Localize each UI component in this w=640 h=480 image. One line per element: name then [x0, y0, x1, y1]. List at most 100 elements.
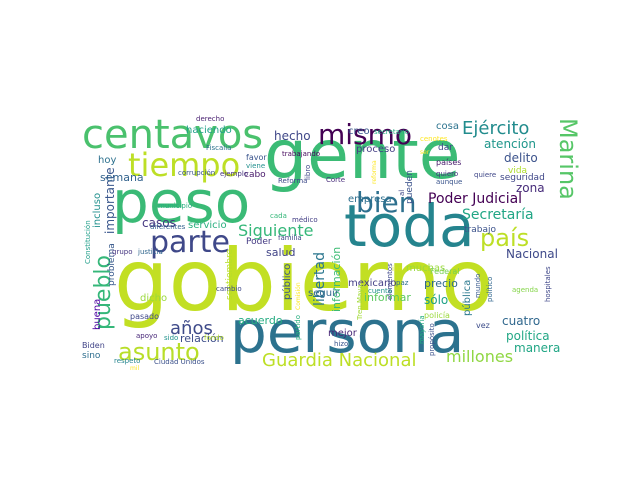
word-proposito: propósito: [428, 323, 436, 356]
word-sino: sino: [82, 351, 101, 361]
word-al: al: [398, 190, 406, 196]
word-gobierno: gobierno: [114, 231, 494, 331]
word-servicio: servicio: [188, 220, 227, 231]
word-gente: gente: [264, 116, 461, 195]
word-semana: semana: [100, 171, 144, 184]
word-empresa: empresa: [348, 194, 392, 205]
word-tren-maya: Tren Maya: [356, 284, 364, 321]
word-importante: importante: [103, 167, 117, 234]
word-secretario: secretario: [374, 128, 409, 136]
word-septiembre: septiembre: [225, 249, 235, 300]
word-constitucion: Constitución: [84, 220, 92, 264]
word-medico: médico: [292, 216, 318, 224]
word-vida: vida: [508, 166, 527, 176]
word-guardia-nacional: Guardia Nacional: [262, 350, 417, 371]
word-solo: sólo: [424, 293, 448, 307]
word-corte: Corte: [326, 176, 345, 184]
word-anos: años: [170, 318, 213, 339]
word-fiscalia: Fiscalía: [206, 144, 231, 152]
word-hecho: hecho: [274, 129, 311, 143]
word-cambio: cambio: [216, 285, 242, 293]
word-siguiente: Siguiente: [238, 221, 313, 240]
word-salud: salud: [266, 246, 295, 259]
word-creo: creo: [348, 126, 370, 137]
word-acuerdo: acuerdo: [238, 314, 283, 327]
word-justicia: justicia: [137, 248, 163, 256]
word-grupo: grupo: [112, 248, 132, 256]
word-asunto: asunto: [118, 338, 200, 366]
word-poder: Poder: [246, 237, 272, 247]
word-cabo: cabo: [244, 170, 266, 180]
word-sido: sido: [164, 334, 178, 342]
word-secretaria: Secretaría: [462, 207, 534, 223]
word-corrupcion: corrupción: [178, 169, 215, 177]
word-casos: casos: [142, 216, 176, 230]
word-problema: problema: [107, 243, 117, 286]
word-ciudad-unidos: Ciudad Unidos: [154, 358, 205, 366]
word-publica: pública: [461, 280, 473, 316]
word-policia: policía: [424, 311, 450, 320]
word-mil: mil: [130, 365, 140, 372]
word-pasado: pasado: [130, 312, 159, 321]
word-relacion: relación: [180, 332, 224, 345]
word-proceso: proceso: [356, 144, 395, 155]
word-persona: persona: [230, 298, 464, 366]
word-politica: política: [506, 329, 550, 343]
word-familia: familia: [278, 234, 302, 242]
word-derecho: derecho: [196, 115, 224, 123]
word-buena: buena: [92, 299, 103, 330]
word-cloud-background: [80, 110, 560, 370]
word-agenda: agenda: [512, 286, 538, 294]
word-trabajo: trabajo: [464, 225, 496, 235]
word-cada: cada: [270, 212, 287, 220]
word-municipio: municipio: [158, 202, 192, 210]
word-poder-judicial: Poder Judicial: [428, 191, 522, 207]
word-mexicano: mexicano: [348, 278, 397, 289]
word-tiempo: tiempo: [128, 146, 240, 184]
word-politico: político: [486, 277, 494, 302]
word-n: N: [348, 341, 353, 349]
word-seguir: seguir: [308, 288, 340, 299]
word-paz: paz: [396, 279, 409, 287]
word-manera: manera: [514, 341, 560, 355]
word-iba: iba: [392, 265, 403, 273]
word-ejemplo: ejemplo: [220, 170, 248, 178]
word-libertad: libertad: [312, 252, 328, 306]
word-bien: bien: [356, 186, 417, 219]
word-hoy: hoy: [98, 155, 116, 166]
word-pais: país: [480, 224, 529, 252]
word-favor: favor: [246, 153, 267, 162]
word-apoyo: apoyo: [136, 332, 157, 340]
word-incluso: incluso: [92, 193, 103, 228]
word-dicho: dicho: [140, 293, 167, 304]
word-quiero: quiero: [436, 170, 458, 178]
word-federal: Federal: [430, 267, 460, 276]
word-reforma: reforma: [371, 160, 378, 184]
word-comision: Comisión: [295, 282, 302, 310]
word-seguridad: seguridad: [500, 173, 545, 183]
word-diferentes: diferentes: [150, 223, 186, 231]
word-peso: peso: [112, 168, 250, 236]
word-group: gobierno gente persona toda peso centavostiem…: [82, 112, 582, 372]
word-atencion: atención: [484, 137, 536, 151]
word-viene: viene: [246, 162, 265, 170]
word-biden: Biden: [82, 341, 105, 350]
word-aunque: aunque: [436, 178, 462, 186]
word-publico: público: [281, 264, 293, 300]
word-pueblo: pueblo: [91, 255, 116, 330]
word-cenotes: cenotes: [420, 135, 448, 143]
word-cosa: cosa: [436, 121, 459, 132]
word-muchas: muchas: [406, 263, 445, 274]
word-mismo: mismo: [318, 118, 412, 151]
word-mejor: mejor: [328, 328, 358, 339]
word-partido: partido: [294, 315, 302, 340]
word-reforma: Reforma: [278, 177, 307, 185]
word-zona: zona: [516, 181, 545, 195]
word-informar: informar: [364, 291, 411, 304]
word-elementos: elementos: [386, 263, 394, 300]
word-centavos: centavos: [82, 112, 263, 158]
word-pueden: pueden: [405, 170, 415, 204]
word-parte: parte: [150, 225, 230, 260]
word-mundo: mundo: [474, 274, 482, 298]
